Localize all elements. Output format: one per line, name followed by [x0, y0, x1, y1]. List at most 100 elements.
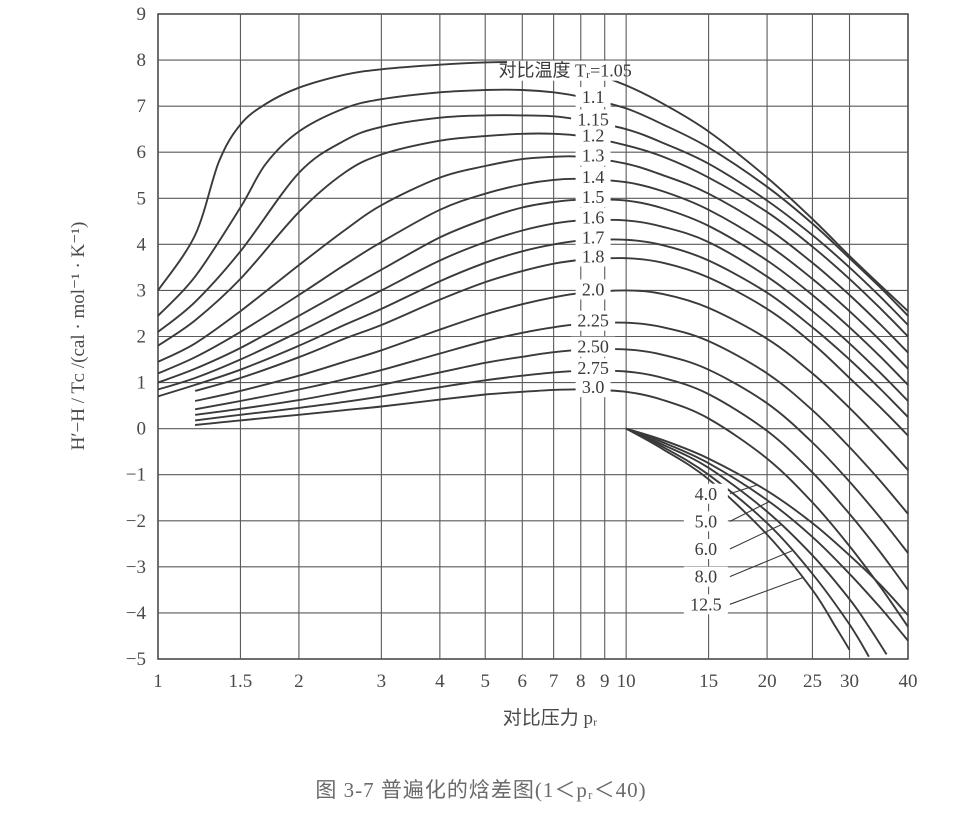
y-tick-label: 7	[137, 96, 147, 117]
leader-line	[729, 501, 770, 522]
curve-label-1.7: 1.7	[582, 227, 605, 247]
y-tick-label: 2	[137, 327, 147, 348]
series-line-5.0	[625, 427, 909, 642]
label-backdrop	[683, 483, 728, 504]
y-axis-title: H′−H / Tᴄ /(cal · mol⁻¹ · K⁻¹)	[68, 222, 89, 451]
curve-label-1.2: 1.2	[582, 126, 605, 146]
curve-label-1.8: 1.8	[582, 247, 605, 267]
label-backdrop	[507, 60, 624, 81]
curve-label-5.0: 5.0	[695, 511, 718, 531]
y-tick-label: −4	[126, 603, 147, 624]
x-tick-label: 1.5	[229, 671, 253, 692]
series-line-3.0	[194, 388, 909, 628]
y-tick-label: 0	[137, 419, 147, 440]
leader-line	[729, 524, 782, 550]
x-tick-label: 10	[617, 671, 636, 692]
label-backdrop	[575, 279, 611, 300]
label-backdrop	[575, 145, 611, 166]
curve-label-2.0: 2.0	[582, 279, 605, 299]
series-line-1.5	[157, 198, 909, 386]
leader-line	[729, 484, 757, 495]
curve-labels: 对比温度 Tᵣ=1.05 1.11.151.21.31.41.51.61.71.8…	[498, 60, 803, 615]
label-backdrop	[575, 166, 611, 187]
y-tick-label: 4	[137, 234, 147, 255]
curve-label-8.0: 8.0	[695, 567, 718, 587]
x-tick-label: 9	[600, 671, 610, 692]
x-axis-title: 对比压力 pᵣ	[503, 707, 598, 729]
curves	[157, 61, 909, 658]
curve-label-4.0: 4.0	[695, 484, 718, 504]
figure-caption: 图 3-7 普遍化的焓差图(1＜pᵣ＜40)	[315, 778, 647, 802]
y-tick-label: 6	[137, 142, 147, 163]
x-tick-label: 15	[699, 671, 718, 692]
series-line-6.0	[625, 427, 888, 655]
curve-label-1.4: 1.4	[582, 167, 605, 187]
label-backdrop	[683, 511, 728, 532]
curve-label-1.6: 1.6	[582, 207, 605, 227]
label-backdrop	[575, 87, 611, 108]
label-backdrop	[571, 358, 616, 379]
label-backdrop	[683, 539, 728, 560]
x-tick-label: 6	[518, 671, 528, 692]
curve-label-2.75: 2.75	[577, 358, 609, 378]
series-line-1.1	[157, 88, 909, 317]
series-line-2.75	[194, 369, 909, 591]
series-line-1.4	[157, 177, 909, 375]
curve-label-1.3: 1.3	[582, 146, 605, 166]
label-backdrop	[575, 377, 611, 398]
label-backdrop	[571, 310, 616, 331]
curve-label-2.25: 2.25	[577, 311, 609, 331]
curve-label-12.5: 12.5	[690, 594, 722, 614]
x-tick-label: 3	[377, 671, 387, 692]
y-tick-label: 1	[137, 373, 147, 394]
x-tick-label: 25	[803, 671, 822, 692]
curve-label-1.5: 1.5	[582, 187, 605, 207]
series-line-2.50	[194, 348, 909, 554]
label-backdrop	[575, 246, 611, 267]
x-tick-label: 5	[480, 671, 490, 692]
series-line-1.6	[157, 218, 909, 402]
tick-labels: 1 1.5 2 3 4 5 6 7 8 9 10 15 20 25 30 40−5−4−3−2−1012345…	[126, 4, 918, 692]
curve-label-1.1: 1.1	[582, 87, 605, 107]
y-tick-label: −5	[126, 649, 146, 670]
curve-label-1.15: 1.15	[577, 109, 609, 129]
leader-line	[729, 550, 793, 578]
leader-line	[729, 577, 803, 605]
curve-label-2.50: 2.50	[577, 337, 609, 357]
curve-label-3.0: 3.0	[582, 377, 605, 397]
series-line-1.15	[157, 114, 909, 333]
y-tick-label: 9	[137, 4, 147, 25]
x-tick-label: 30	[840, 671, 859, 692]
y-tick-label: 8	[137, 50, 147, 71]
label-backdrop	[683, 566, 728, 587]
label-backdrop	[575, 207, 611, 228]
y-tick-label: −3	[126, 557, 146, 578]
x-tick-label: 8	[576, 671, 586, 692]
y-tick-label: 5	[137, 188, 147, 209]
y-tick-label: −2	[126, 511, 146, 532]
series-line-1.2	[157, 132, 909, 347]
label-backdrop	[571, 109, 616, 130]
x-tick-label: 2	[294, 671, 304, 692]
series-line-2.0	[194, 289, 909, 471]
series-line-1.3	[157, 155, 909, 363]
series-line-8.0	[625, 427, 870, 658]
x-tick-label: 1	[153, 671, 163, 692]
y-tick-label: −1	[126, 465, 146, 486]
x-tick-label: 7	[549, 671, 559, 692]
series-line-1.8	[194, 257, 909, 437]
label-backdrop	[571, 336, 616, 357]
curve-label-1.05: 对比温度 Tᵣ=1.05	[498, 61, 631, 81]
label-backdrop	[575, 186, 611, 207]
x-tick-label: 20	[758, 671, 777, 692]
label-backdrop	[683, 594, 728, 615]
x-tick-label: 4	[435, 671, 445, 692]
series-line-4.0	[625, 427, 909, 616]
label-backdrop	[575, 125, 611, 146]
y-tick-label: 3	[137, 280, 147, 301]
series-line-12.5	[625, 427, 851, 651]
series-line-1.7	[157, 238, 909, 418]
curve-label-6.0: 6.0	[695, 539, 718, 559]
x-tick-label: 40	[899, 671, 918, 692]
